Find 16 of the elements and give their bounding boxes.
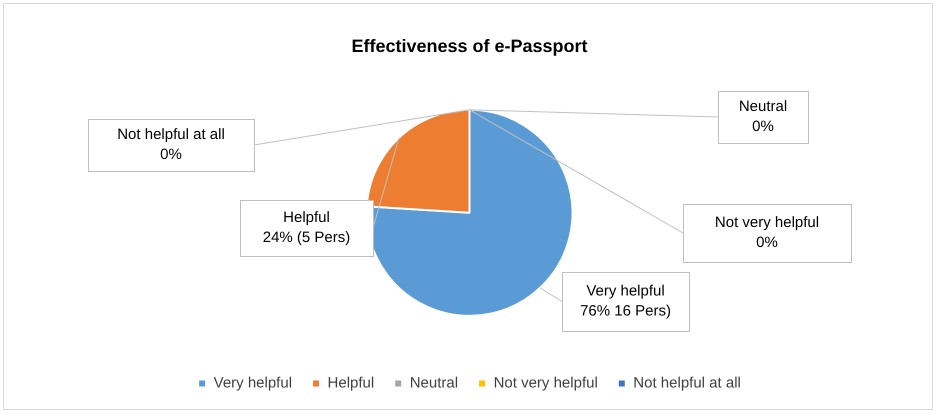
slice-label: Helpful bbox=[283, 209, 330, 226]
chart-title: Effectiveness of e-Passport bbox=[351, 36, 588, 56]
category-label: Neutral bbox=[738, 98, 788, 116]
data-label: 24% (5 Pers) bbox=[262, 229, 350, 246]
data-label: 76% 16 Pers) bbox=[580, 302, 671, 320]
legend-label: Not helpful at all bbox=[633, 374, 741, 392]
text: 0% bbox=[756, 234, 778, 252]
category-label: Not helpful at all bbox=[117, 126, 225, 144]
legend-label: Neutral bbox=[410, 374, 458, 392]
legend-label: Helpful bbox=[328, 374, 374, 392]
text: 0% bbox=[752, 118, 774, 136]
text: 0% bbox=[160, 146, 182, 164]
legend-label: Very helpful bbox=[214, 374, 292, 392]
legend-label: Not very helpful bbox=[494, 374, 598, 392]
category-label: Not very helpful bbox=[714, 214, 820, 232]
slice-label: Very helpful bbox=[586, 282, 665, 300]
